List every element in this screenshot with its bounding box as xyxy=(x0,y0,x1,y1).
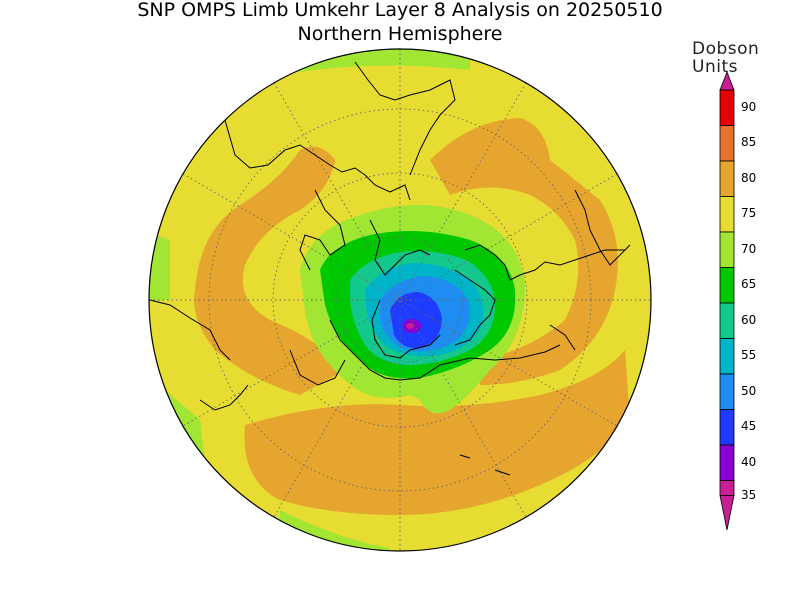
colorbar-tick-label: 60 xyxy=(741,313,757,327)
map-title: SNP OMPS Limb Umkehr Layer 8 Analysis on… xyxy=(137,0,663,21)
map-subtitle: Northern Hemisphere xyxy=(297,23,503,45)
colorbar-tick-label: 85 xyxy=(741,135,757,149)
colorbar-tick-label: 75 xyxy=(741,206,757,220)
colorbar-tick-label: 70 xyxy=(741,242,757,256)
colorbar-tick-label: 40 xyxy=(741,455,757,469)
ozone-field xyxy=(149,49,651,551)
colorbar-tick-label: 90 xyxy=(741,100,757,114)
colorbar-units-line2: Units xyxy=(692,57,738,77)
colorbar xyxy=(719,70,735,531)
colorbar-tick-label: 55 xyxy=(741,348,757,362)
map-boundary xyxy=(148,48,652,552)
graticule xyxy=(149,49,651,551)
colorbar-tick-label: 45 xyxy=(741,419,757,433)
colorbar-tick-label: 50 xyxy=(741,384,757,398)
colorbar-tick-label: 80 xyxy=(741,171,757,185)
colorbar-units-line1: Dobson xyxy=(692,39,760,59)
coastlines xyxy=(149,61,631,476)
colorbar-under-arrow xyxy=(719,495,735,531)
colorbar-tick-label: 65 xyxy=(741,277,757,291)
colorbar-tick-label: 35 xyxy=(741,488,757,502)
